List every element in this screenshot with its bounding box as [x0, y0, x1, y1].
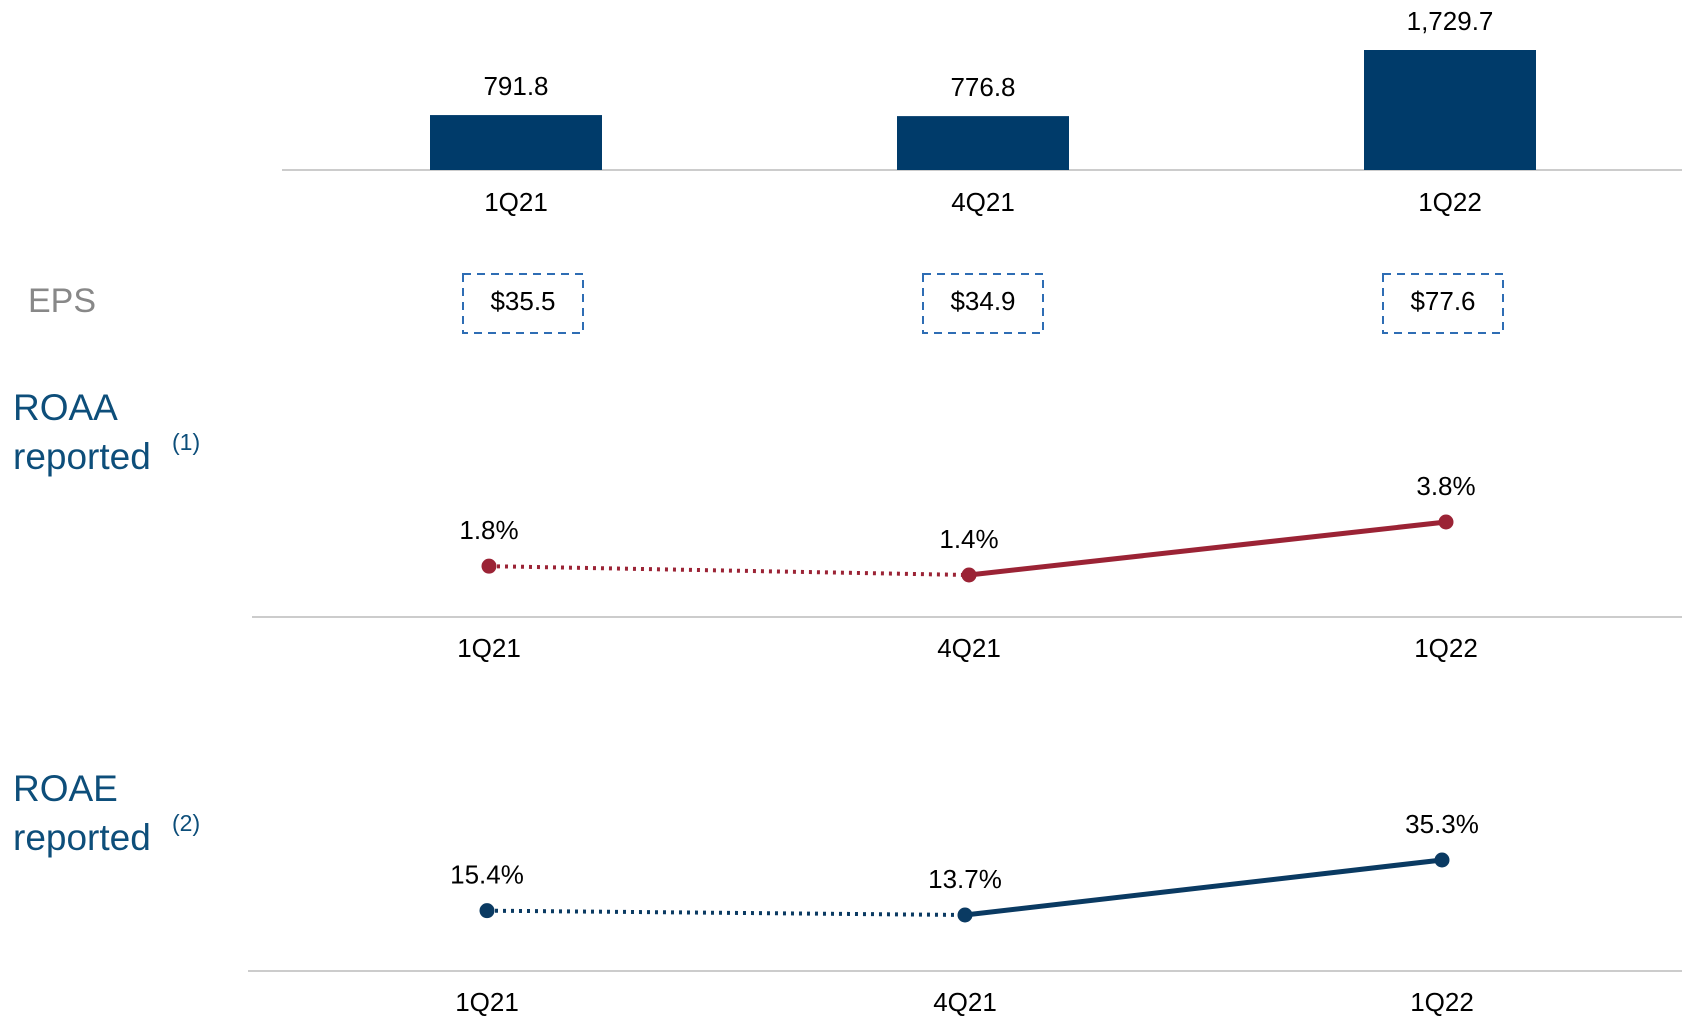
line-segment: [486, 908, 966, 917]
footnote-ref: (2): [172, 810, 200, 836]
point: [1434, 852, 1450, 868]
bar: [897, 116, 1069, 170]
point: [479, 903, 495, 919]
value-label: 13.7%: [928, 864, 1002, 894]
chart-subtitle: reported: [13, 436, 151, 477]
point: [1438, 514, 1454, 530]
bar: [1364, 50, 1536, 170]
chart-title: ROAE: [13, 768, 118, 809]
x-tick-label: 4Q21: [951, 187, 1015, 217]
chart-subtitle: reported: [13, 817, 151, 858]
chart-title: ROAA: [13, 387, 118, 428]
value-label: 776.8: [950, 72, 1015, 102]
x-tick-label: 1Q21: [455, 987, 519, 1017]
value-label: 791.8: [483, 71, 548, 101]
line-segment: [968, 519, 1447, 578]
eps-label: $35.5: [490, 286, 555, 316]
value-label: 3.8%: [1416, 471, 1475, 501]
x-tick-label: 1Q22: [1410, 987, 1474, 1017]
x-tick-label: 4Q21: [933, 987, 997, 1017]
point: [481, 558, 497, 574]
eps-box: [922, 273, 1044, 334]
x-tick-label: 1Q22: [1414, 633, 1478, 663]
row-label: EPS: [28, 282, 96, 320]
value-label: 1.8%: [459, 515, 518, 545]
x-tick-label: 4Q21: [937, 633, 1001, 663]
eps-label: $34.9: [950, 286, 1015, 316]
value-label: 1,729.7: [1407, 6, 1494, 36]
value-label: 35.3%: [1405, 809, 1479, 839]
line-segment: [964, 857, 1443, 918]
point: [961, 567, 977, 583]
bar: [430, 115, 602, 170]
x-tick-label: 1Q21: [484, 187, 548, 217]
value-label: 15.4%: [450, 860, 524, 890]
x-tick-label: 1Q21: [457, 633, 521, 663]
eps-box: [1382, 273, 1504, 334]
value-label: 1.4%: [939, 524, 998, 554]
point: [957, 907, 973, 923]
x-tick-label: 1Q22: [1418, 187, 1482, 217]
eps-label: $77.6: [1410, 286, 1475, 316]
eps-box: [462, 273, 584, 334]
footnote-ref: (1): [172, 429, 200, 455]
line-segment: [488, 564, 970, 577]
